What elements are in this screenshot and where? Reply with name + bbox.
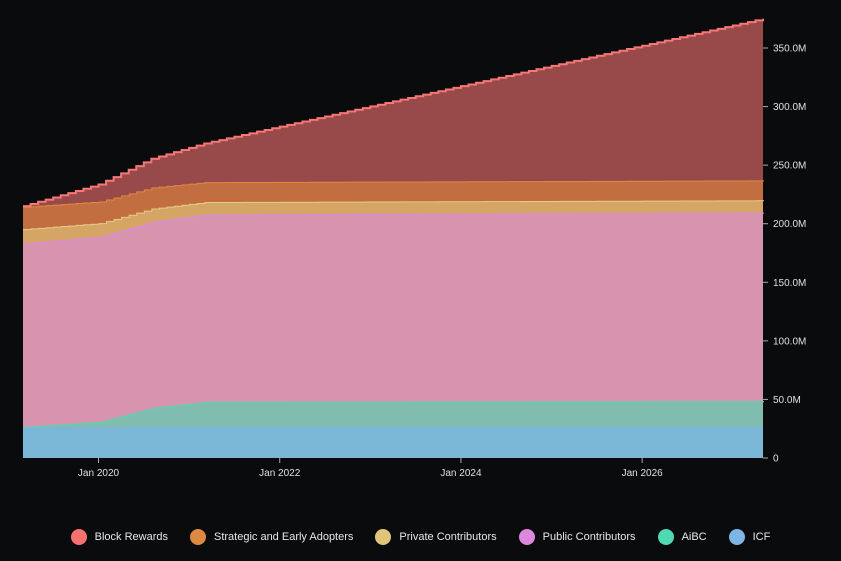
x-axis: Jan 2020 Jan 2022 Jan 2024 Jan 2026: [78, 458, 663, 479]
area-private-contributors: [23, 200, 763, 244]
legend-label: Private Contributors: [399, 531, 497, 543]
legend: Block Rewards Strategic and Early Adopte…: [0, 529, 841, 545]
legend-dot-icon: [728, 529, 745, 545]
legend-label: Block Rewards: [94, 531, 168, 543]
y-tick-label: 300.0M: [773, 102, 806, 113]
y-tick-label: 150.0M: [773, 278, 806, 289]
legend-item-aibc[interactable]: AiBC: [657, 529, 707, 545]
legend-dot-icon: [375, 529, 392, 545]
x-tick-label: Jan 2024: [440, 468, 482, 479]
line-block-rewards: [23, 18, 764, 208]
legend-item-public[interactable]: Public Contributors: [518, 529, 636, 545]
legend-item-icf[interactable]: ICF: [728, 529, 771, 545]
legend-dot-icon: [657, 529, 674, 545]
area-public-contributors: [23, 212, 763, 427]
legend-item-strategic[interactable]: Strategic and Early Adopters: [189, 529, 354, 545]
legend-dot-icon: [189, 529, 206, 545]
area-strategic-and-early-adopters: [23, 180, 763, 229]
y-tick-label: 200.0M: [773, 219, 806, 230]
legend-dot-icon: [70, 529, 87, 545]
y-tick-label: 350.0M: [773, 44, 806, 55]
area-layers: [23, 18, 764, 458]
y-tick-label: 0: [773, 454, 779, 465]
y-axis: 0 50.0M 100.0M 150.0M 200.0M 250.0M 300.0M 350.…: [763, 44, 806, 465]
legend-label: Public Contributors: [542, 531, 636, 543]
area-aibc: [23, 401, 763, 428]
legend-item-block-rewards[interactable]: Block Rewards: [70, 529, 168, 545]
area-block-rewards: [23, 18, 763, 207]
legend-item-private[interactable]: Private Contributors: [375, 529, 497, 545]
x-tick-label: Jan 2022: [259, 468, 301, 479]
x-tick-label: Jan 2020: [78, 468, 120, 479]
legend-label: Strategic and Early Adopters: [213, 531, 354, 543]
y-tick-label: 250.0M: [773, 161, 806, 172]
x-tick-label: Jan 2026: [622, 468, 664, 479]
y-tick-label: 50.0M: [773, 395, 801, 406]
legend-dot-icon: [518, 529, 535, 545]
legend-label: ICF: [752, 531, 771, 543]
y-tick-label: 100.0M: [773, 336, 806, 347]
area-icf: [23, 427, 763, 458]
legend-label: AiBC: [681, 531, 707, 543]
